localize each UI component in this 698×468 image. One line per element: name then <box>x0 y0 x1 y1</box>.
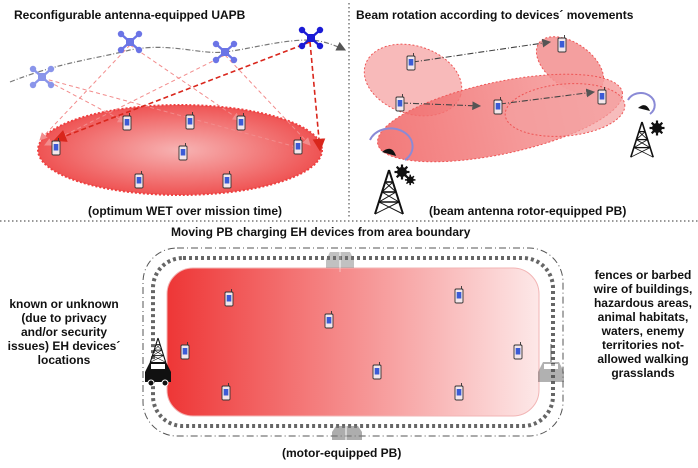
gear-icon <box>650 121 665 136</box>
device-icon <box>237 113 245 130</box>
devices-location-note: known or unknown (due to privacy and/or … <box>4 297 124 367</box>
beam-rotation-panel <box>355 25 665 214</box>
beam-rotation-title: Beam rotation according to devices´ move… <box>356 8 633 22</box>
uapb-title: Reconfigurable antenna-equipped UAPB <box>14 8 245 22</box>
device-icon <box>396 94 404 111</box>
drone-icon <box>30 66 54 88</box>
uapb-panel <box>10 27 345 195</box>
moving-pb-title: Moving PB charging EH devices from area … <box>171 225 470 239</box>
device-icon <box>52 138 60 155</box>
rotating-arrow-icon <box>628 93 655 114</box>
beam-rotation-caption: (beam antenna rotor-equipped PB) <box>429 204 626 218</box>
boundary-note: fences or barbed wire of buildings, haza… <box>588 268 698 380</box>
car-icon <box>145 362 171 386</box>
device-icon <box>494 97 502 114</box>
device-icon <box>135 171 143 188</box>
device-icon <box>186 112 194 129</box>
motor-pb-caption: (motor-equipped PB) <box>282 446 401 460</box>
device-icon <box>179 143 187 160</box>
device-icon <box>123 113 131 130</box>
car-icon <box>538 344 564 382</box>
moving-pb-panel <box>143 248 564 440</box>
car-icon <box>332 426 362 440</box>
device-icon <box>598 87 606 104</box>
antenna-dish <box>638 105 650 111</box>
device-icon <box>223 171 231 188</box>
device-icon <box>294 137 302 154</box>
uav-trajectory <box>10 40 345 82</box>
uapb-caption: (optimum WET over mission time) <box>88 204 282 218</box>
gear-icon <box>405 175 416 186</box>
